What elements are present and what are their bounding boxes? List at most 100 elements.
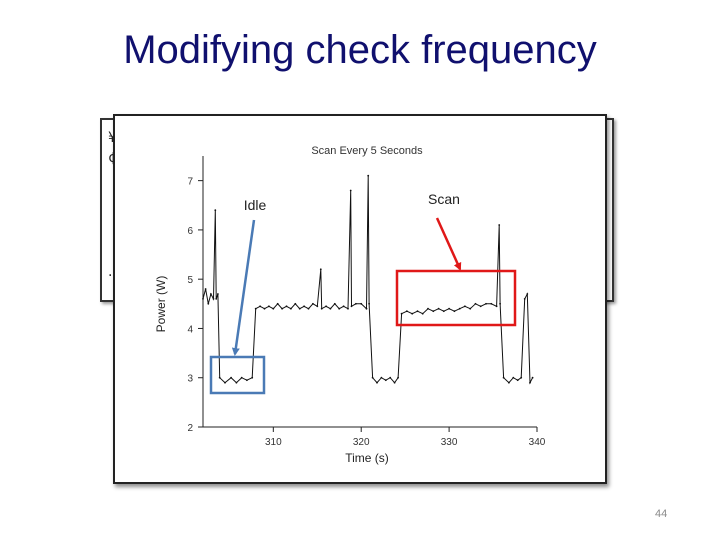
- data-point: [307, 307, 310, 310]
- data-point: [416, 310, 419, 313]
- data-point: [349, 189, 352, 192]
- idle-arrow: [231, 219, 256, 356]
- y-tick-label: 3: [187, 374, 193, 385]
- slide-title: Modifying check frequency: [123, 28, 597, 72]
- data-point: [214, 209, 217, 212]
- data-point: [393, 381, 396, 384]
- data-point: [210, 293, 212, 295]
- data-point: [508, 381, 510, 384]
- data-point: [376, 381, 378, 384]
- y-tick-label: 7: [187, 177, 193, 188]
- data-point: [495, 305, 498, 308]
- data-point: [276, 302, 279, 305]
- data-point: [389, 376, 392, 379]
- data-point: [384, 379, 387, 382]
- data-point: [380, 376, 383, 379]
- page-number: 44: [655, 508, 668, 520]
- data-point: [512, 376, 515, 379]
- data-point: [360, 302, 363, 305]
- data-point: [371, 376, 374, 379]
- data-point: [202, 298, 204, 300]
- data-point: [474, 302, 477, 305]
- scan-label: Scan: [428, 191, 460, 207]
- data-point: [325, 305, 327, 308]
- data-point: [368, 302, 370, 305]
- data-point: [437, 307, 440, 310]
- data-point: [207, 302, 210, 305]
- x-tick-label: 310: [265, 437, 282, 448]
- x-tick-label: 320: [353, 437, 370, 448]
- data-point: [526, 293, 529, 295]
- data-point: [312, 302, 314, 305]
- data-point: [432, 310, 435, 313]
- data-point: [520, 376, 523, 379]
- data-point: [240, 376, 243, 379]
- power-series-line: [202, 175, 534, 385]
- data-point: [298, 307, 301, 310]
- data-point: [516, 379, 519, 382]
- data-point: [458, 307, 461, 310]
- data-point: [329, 307, 332, 310]
- data-point: [338, 307, 341, 310]
- annotation-layer: Idle Scan: [209, 191, 517, 395]
- data-point: [235, 381, 238, 384]
- data-point: [523, 298, 526, 300]
- data-point: [319, 268, 322, 271]
- idle-label: Idle: [244, 197, 267, 213]
- data-point: [246, 379, 248, 382]
- data-point: [421, 312, 424, 315]
- y-tick-label: 2: [187, 423, 193, 434]
- data-point: [272, 307, 275, 310]
- data-point: [367, 174, 370, 177]
- data-point: [263, 307, 266, 310]
- data-point: [531, 376, 534, 379]
- data-point: [316, 305, 319, 308]
- scan-arrow: [435, 217, 462, 271]
- data-point: [294, 302, 297, 305]
- data-point: [427, 307, 429, 310]
- data-point: [464, 305, 466, 308]
- y-axis-label: Power (W): [154, 276, 168, 333]
- data-point: [347, 307, 349, 310]
- data-point: [218, 376, 221, 379]
- data-point: [411, 312, 414, 315]
- data-point: [502, 376, 505, 379]
- data-point: [442, 310, 445, 313]
- data-point: [400, 312, 403, 315]
- data-point: [365, 307, 368, 310]
- data-point: [490, 302, 493, 305]
- data-point: [350, 305, 353, 308]
- data-point: [217, 293, 219, 295]
- data-point: [529, 381, 531, 384]
- data-point: [498, 224, 501, 226]
- panel-bullet-glyph: ¥: [108, 130, 117, 146]
- y-tick-label: 6: [187, 226, 193, 237]
- data-point: [254, 307, 257, 310]
- data-point: [355, 302, 357, 305]
- series-layer: [202, 174, 534, 385]
- panel-bullet-glyph-3: ·: [108, 268, 113, 284]
- data-point: [251, 376, 254, 379]
- axes-group: 2 3 4 5 6 7 310 320 330 340: [187, 156, 546, 448]
- data-point: [469, 307, 472, 310]
- chart-title: Scan Every 5 Seconds: [311, 145, 423, 157]
- data-point: [230, 376, 232, 379]
- data-point: [290, 307, 292, 310]
- panel-bullet-glyph-2: ¢: [108, 150, 117, 166]
- y-tick-label: 5: [187, 275, 193, 286]
- data-point: [406, 310, 408, 313]
- data-point: [397, 376, 399, 379]
- data-point: [268, 305, 270, 308]
- data-point: [320, 307, 323, 310]
- y-tick-label: 4: [187, 324, 193, 335]
- data-point: [224, 381, 226, 384]
- data-point: [303, 305, 305, 308]
- data-point: [499, 302, 501, 305]
- data-point: [448, 307, 450, 310]
- idle-highlight-box: [209, 355, 266, 395]
- scan-highlight-box: [395, 269, 517, 327]
- data-point: [212, 298, 215, 300]
- data-point: [259, 305, 261, 308]
- data-point: [479, 305, 482, 308]
